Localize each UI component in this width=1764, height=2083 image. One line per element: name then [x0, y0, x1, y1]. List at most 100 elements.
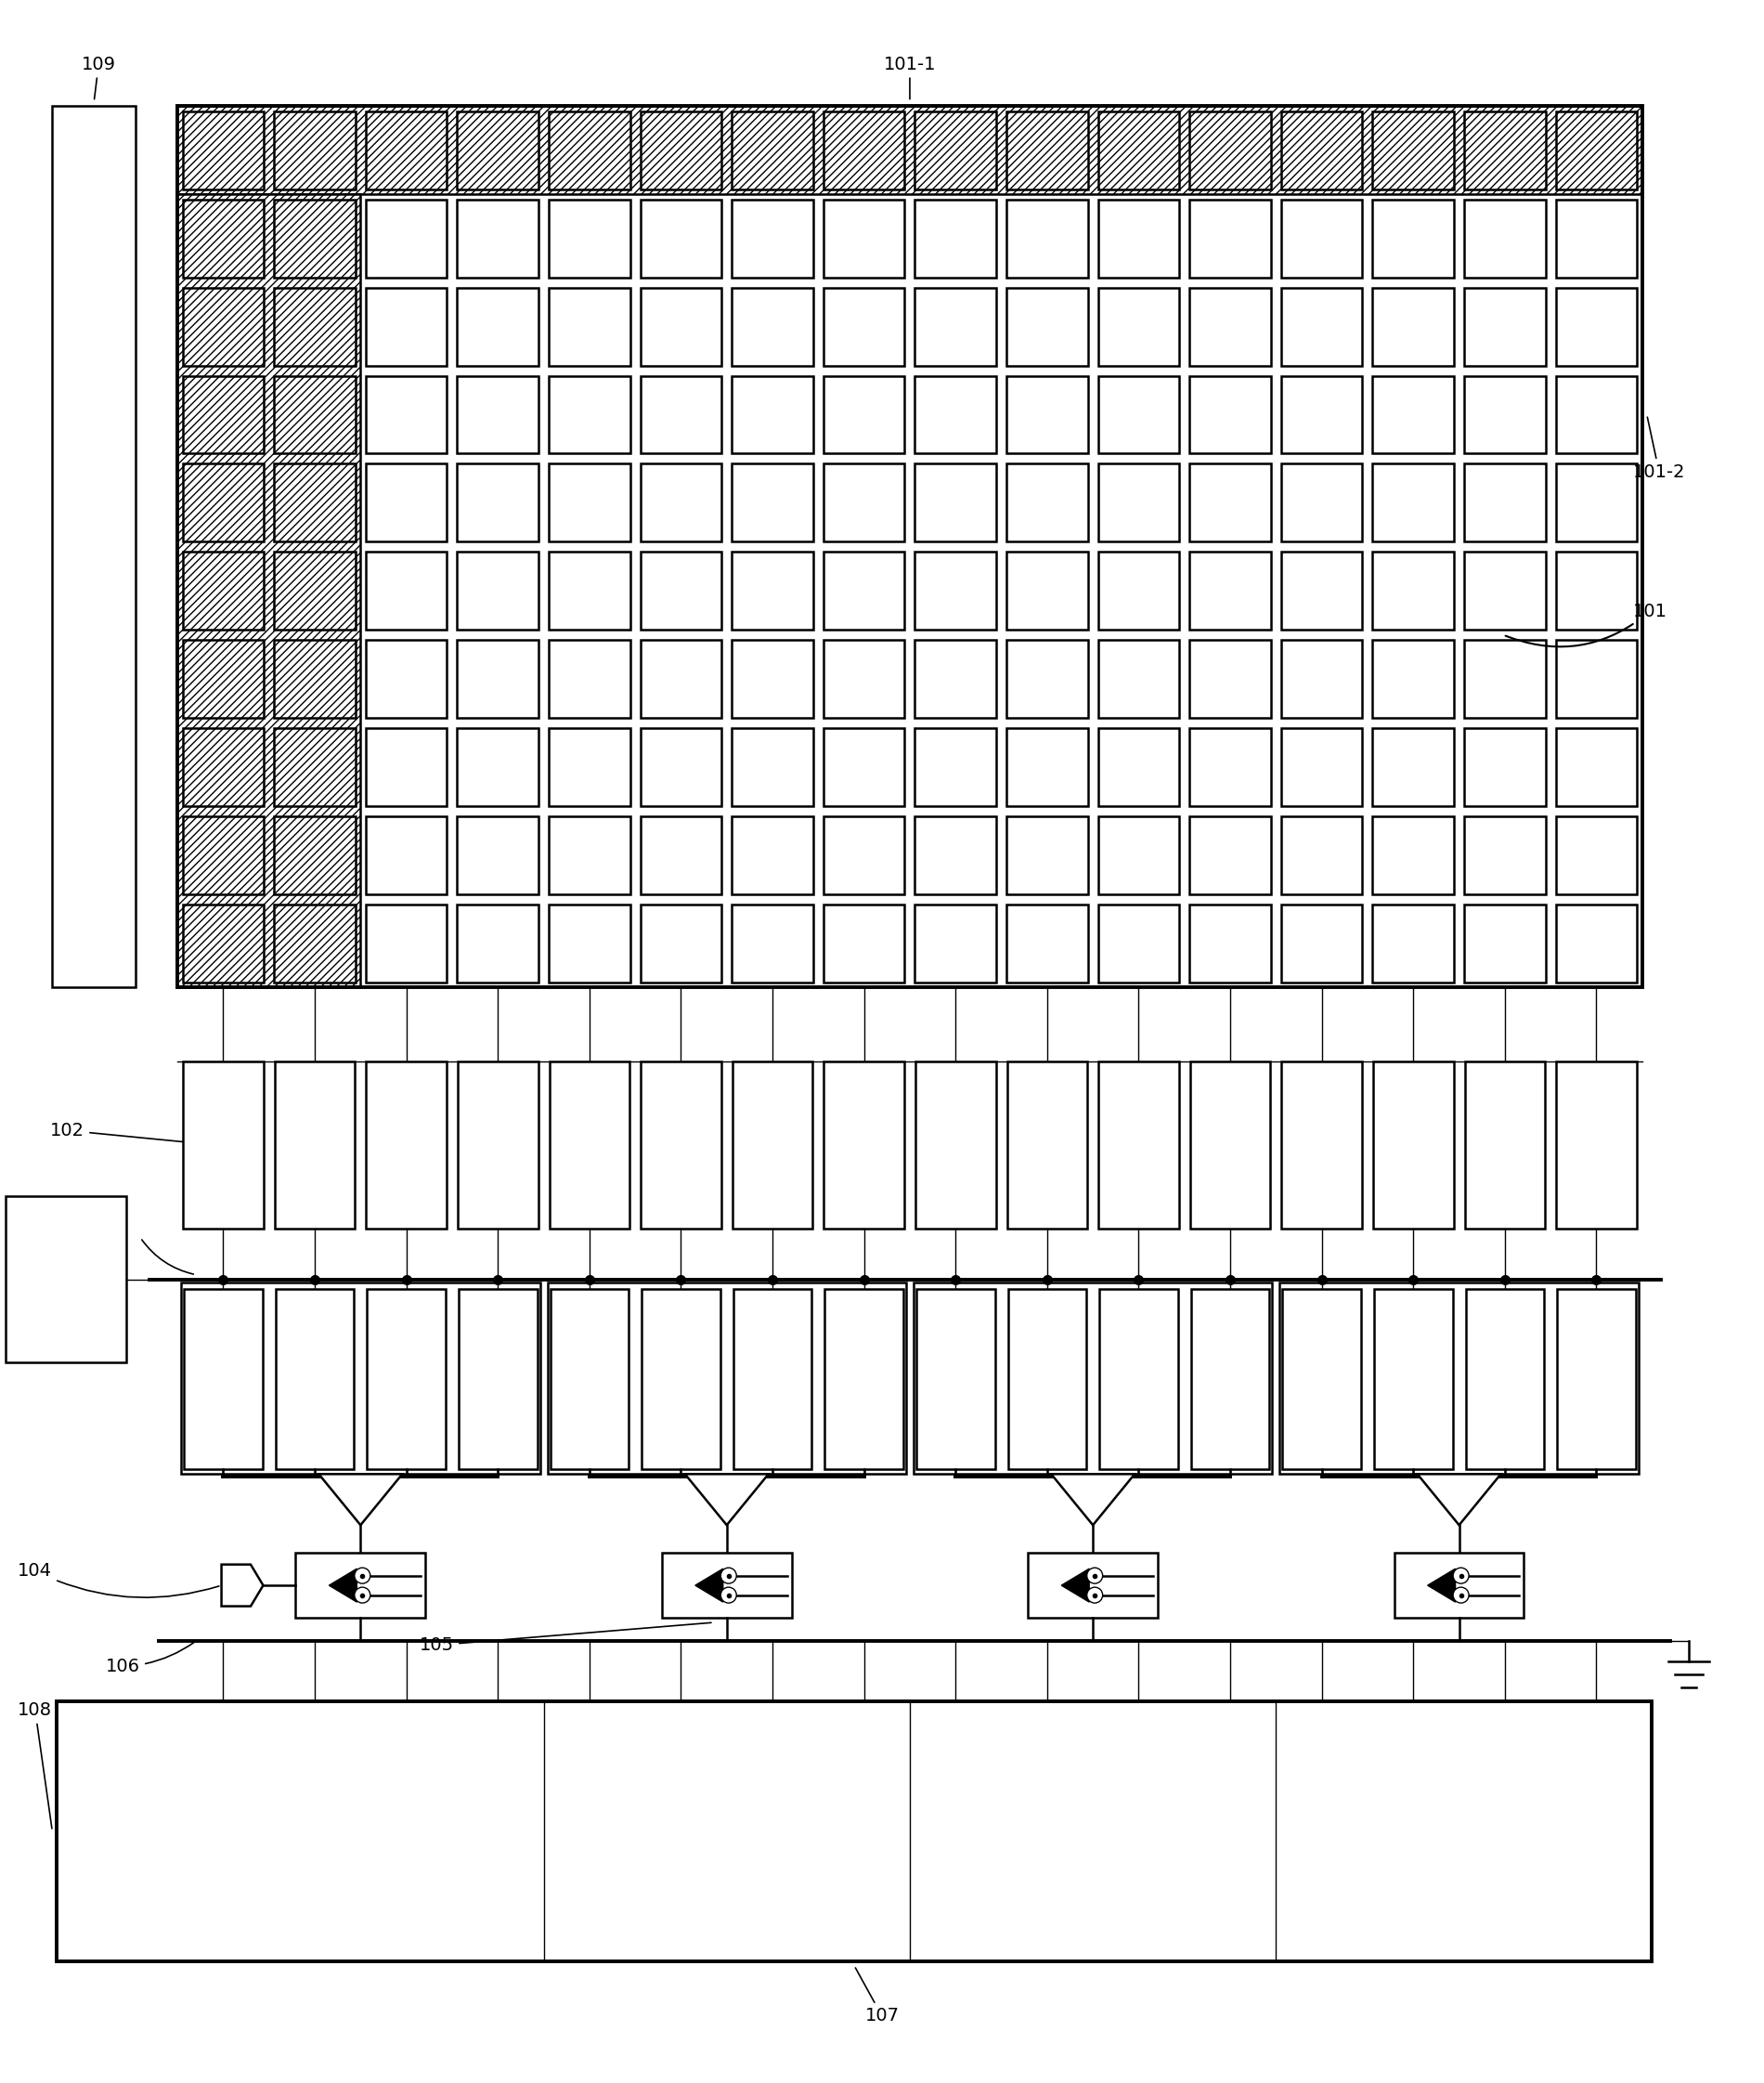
Bar [1097, 465, 1180, 542]
Bar [1097, 904, 1180, 983]
Bar [1007, 1062, 1087, 1229]
Bar [732, 904, 813, 983]
Bar [275, 1289, 355, 1469]
Bar [1556, 729, 1637, 806]
Bar [640, 1062, 721, 1229]
Bar [916, 552, 997, 629]
Bar [1007, 287, 1088, 365]
Bar [916, 1289, 995, 1469]
Bar [1372, 552, 1454, 629]
Bar [916, 817, 997, 894]
Bar [1189, 110, 1270, 190]
Text: 101: 101 [1505, 602, 1667, 646]
Bar [824, 465, 905, 542]
Bar [1556, 817, 1637, 894]
Bar [273, 639, 355, 719]
Bar [732, 200, 813, 277]
Bar [1372, 639, 1454, 719]
Bar [273, 110, 355, 190]
Bar [1556, 1062, 1637, 1229]
Bar [550, 1289, 628, 1469]
Bar [457, 904, 538, 983]
Bar [1372, 465, 1454, 542]
Bar [732, 287, 813, 365]
Bar [1556, 287, 1637, 365]
Bar [549, 639, 630, 719]
Bar [640, 287, 721, 365]
Bar [824, 904, 905, 983]
Bar [457, 817, 538, 894]
Bar [916, 375, 997, 454]
Text: 109: 109 [81, 56, 116, 100]
Text: 15bit: 15bit [1469, 1723, 1482, 1752]
Bar [178, 194, 360, 987]
Bar [1007, 110, 1088, 190]
Bar [1281, 552, 1362, 629]
Text: 1block: 1block [265, 1714, 277, 1752]
Bar [1372, 287, 1454, 365]
Bar [365, 817, 446, 894]
Bar [1191, 1062, 1270, 1229]
Bar [1281, 287, 1362, 365]
Bar [1282, 1062, 1362, 1229]
Text: 8bit: 8bit [783, 1729, 796, 1752]
Bar [365, 729, 446, 806]
Circle shape [1087, 1587, 1102, 1604]
Bar [916, 639, 997, 719]
Bar [1097, 287, 1180, 365]
Polygon shape [695, 1568, 723, 1602]
Bar [457, 200, 538, 277]
Bar [824, 729, 905, 806]
Bar [182, 1283, 540, 1475]
Bar [824, 200, 905, 277]
Bar [5, 1196, 127, 1362]
Bar [914, 1283, 1272, 1475]
Bar [1556, 375, 1637, 454]
Bar [824, 817, 905, 894]
Bar [1556, 639, 1637, 719]
Text: 10bit: 10bit [977, 1723, 990, 1752]
Bar [547, 1283, 907, 1475]
Bar [640, 639, 721, 719]
Bar [642, 1289, 720, 1469]
Bar [1394, 1554, 1524, 1618]
Polygon shape [319, 1475, 402, 1525]
Circle shape [721, 1587, 736, 1604]
Bar [916, 1062, 997, 1229]
Bar [1464, 200, 1545, 277]
Bar [457, 465, 538, 542]
Text: 5bit: 5bit [524, 1729, 536, 1752]
Text: 103: 103 [93, 1229, 129, 1246]
Bar [1372, 1062, 1454, 1229]
Bar [916, 110, 997, 190]
Bar [1097, 552, 1180, 629]
Bar [457, 639, 538, 719]
Bar [1189, 375, 1270, 454]
Bar [1464, 465, 1545, 542]
Text: 4block: 4block [1339, 1714, 1351, 1752]
Polygon shape [1427, 1568, 1455, 1602]
Bar [662, 1554, 792, 1618]
Bar [1099, 1289, 1178, 1469]
Bar [296, 1554, 425, 1618]
Bar [365, 375, 446, 454]
Bar [916, 287, 997, 365]
Polygon shape [222, 1564, 263, 1606]
Bar [53, 106, 136, 987]
Bar [732, 110, 813, 190]
Text: 105: 105 [420, 1623, 711, 1654]
Bar [182, 552, 265, 629]
Bar [457, 729, 538, 806]
Bar [273, 200, 355, 277]
Bar [182, 287, 265, 365]
Bar [1007, 817, 1088, 894]
Bar [549, 287, 630, 365]
Bar [549, 375, 630, 454]
Bar [1374, 1289, 1452, 1469]
Bar [732, 552, 813, 629]
Bar [1007, 729, 1088, 806]
Circle shape [355, 1568, 370, 1583]
Bar [640, 904, 721, 983]
Text: 101-1: 101-1 [884, 56, 937, 100]
Text: ..: .. [1092, 1739, 1099, 1752]
